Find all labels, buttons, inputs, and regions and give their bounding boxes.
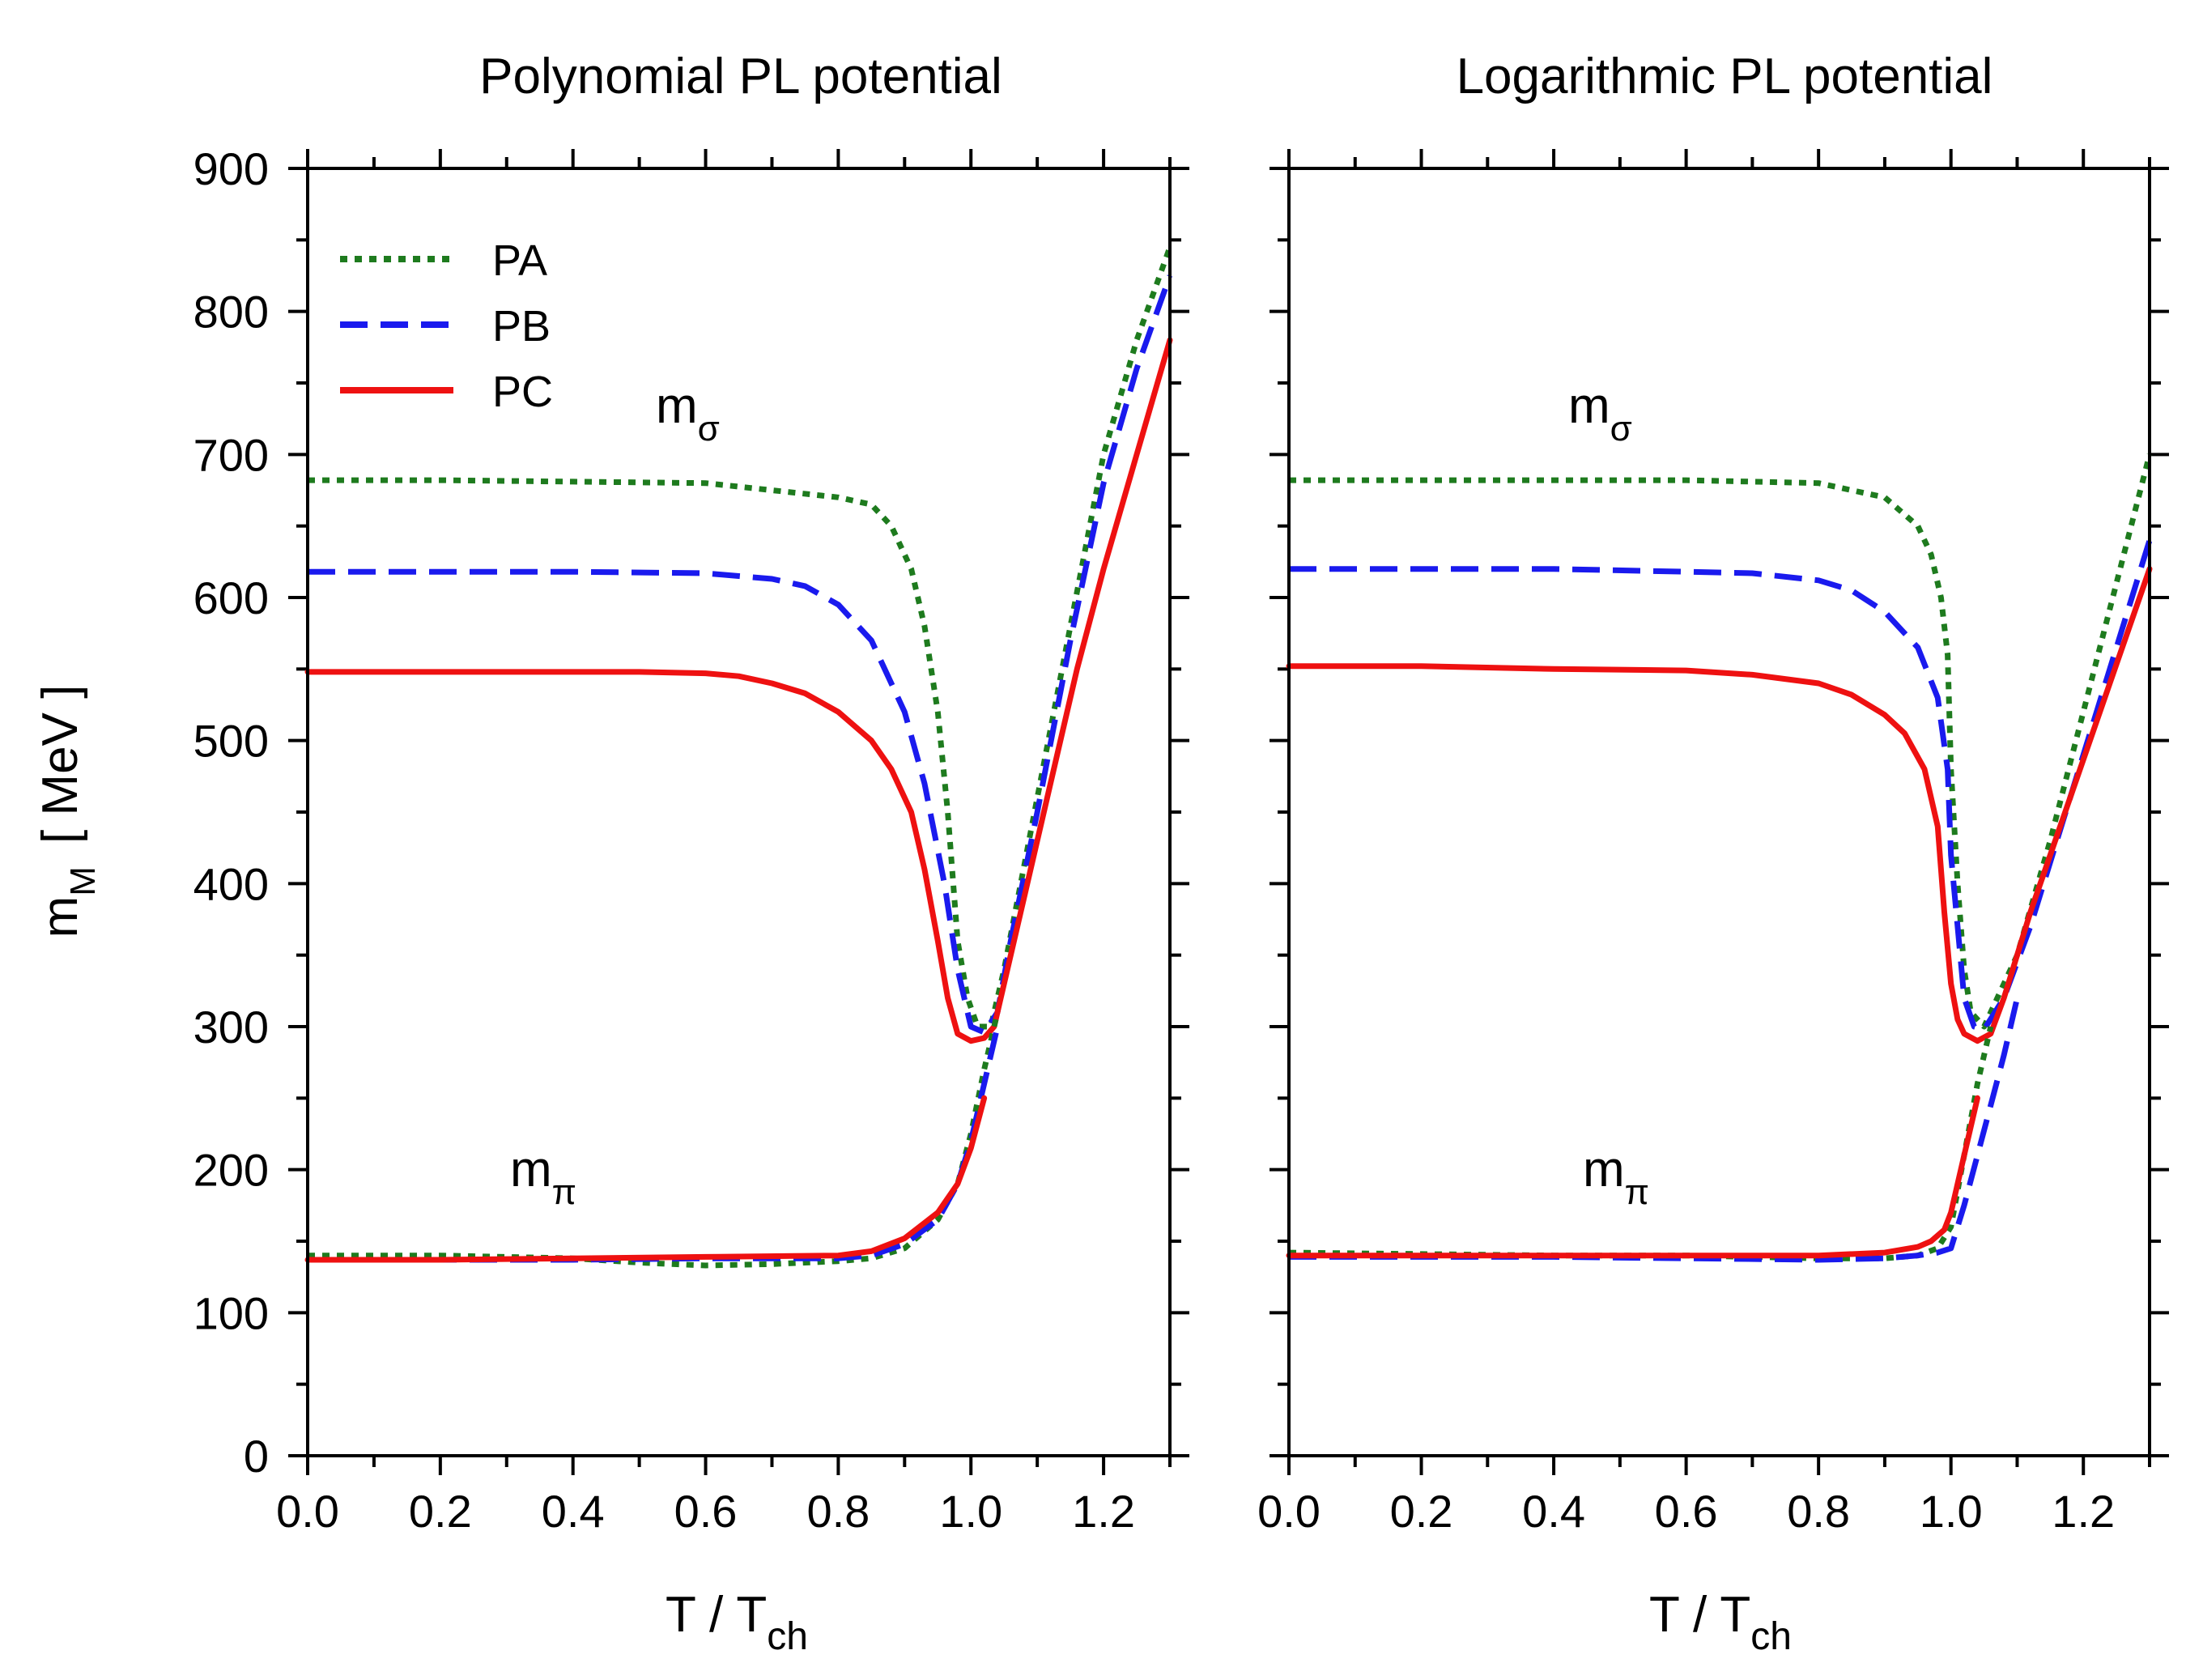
x-tick-label: 1.2 bbox=[1072, 1486, 1135, 1537]
x-tick-label: 0.6 bbox=[674, 1486, 738, 1537]
series-line-pb-pi bbox=[308, 1026, 1001, 1263]
panel-title: Polynomial PL potential bbox=[479, 49, 1002, 104]
y-tick-label: 500 bbox=[194, 716, 269, 767]
series-group bbox=[304, 246, 1173, 1269]
x-tick-label: 1.0 bbox=[1920, 1486, 1983, 1537]
tick-group: 0.0 0.2 0.4 0.6 0.8 1.0 1.2 bbox=[1257, 149, 2169, 1537]
x-tick-label: 1.2 bbox=[2052, 1486, 2115, 1537]
x-tick-label: 1.0 bbox=[939, 1486, 1002, 1537]
annotation-m-pi: mπ bbox=[510, 1142, 576, 1212]
x-axis-label: T / Tch bbox=[1649, 1587, 1792, 1658]
y-tick-label: 300 bbox=[194, 1002, 269, 1053]
series-line-pc-pi bbox=[304, 1095, 988, 1263]
panel-title: Logarithmic PL potential bbox=[1457, 49, 1993, 104]
x-tick-label: 0.8 bbox=[1787, 1486, 1850, 1537]
y-tick-label: 400 bbox=[194, 858, 269, 909]
y-tick-label: 900 bbox=[194, 143, 269, 194]
tick-group: 0.0 0.2 0.4 0.6 0.8 1.0 1.2 0 100 200 300 400 500 600… bbox=[194, 143, 1189, 1537]
legend-label-pa: PA bbox=[492, 236, 547, 285]
series-line-pa-pi bbox=[308, 1011, 1001, 1269]
y-tick-label: 600 bbox=[194, 572, 269, 623]
series-line-pa-sigma bbox=[1289, 453, 2153, 1030]
annotation-m-sigma: mσ bbox=[1568, 378, 1632, 449]
series-line-pc-sigma bbox=[1286, 566, 2153, 1044]
series-line-pa-sigma bbox=[308, 246, 1173, 1030]
y-tick-label: 100 bbox=[194, 1287, 269, 1338]
y-axis-label: mM[ MeV ] bbox=[32, 685, 103, 938]
y-tick-label: 700 bbox=[194, 429, 269, 480]
legend: PA PB PC bbox=[340, 236, 553, 416]
series-line-pb-sigma bbox=[308, 274, 1173, 1036]
x-tick-label: 0.2 bbox=[409, 1486, 472, 1537]
y-tick-label: 200 bbox=[194, 1145, 269, 1196]
legend-label-pb: PB bbox=[492, 302, 551, 351]
x-tick-label: 0.0 bbox=[276, 1486, 339, 1537]
legend-label-pc: PC bbox=[492, 368, 553, 416]
plot-frame bbox=[306, 167, 1172, 1457]
series-line-pb-pi bbox=[1289, 997, 2020, 1263]
x-tick-label: 0.0 bbox=[1257, 1486, 1321, 1537]
x-tick-label: 0.2 bbox=[1390, 1486, 1453, 1537]
annotation-m-pi: mπ bbox=[1583, 1142, 1649, 1212]
plot-frame bbox=[1287, 167, 2151, 1457]
series-line-pa-pi bbox=[1288, 1026, 1994, 1261]
y-tick-label: 0 bbox=[244, 1431, 269, 1482]
y-tick-label: 800 bbox=[194, 287, 269, 338]
x-tick-label: 0.8 bbox=[806, 1486, 870, 1537]
x-tick-label: 0.6 bbox=[1655, 1486, 1718, 1537]
panel-polynomial: Polynomial PL potential 0.0 0.2 0.4 0.6 0.8 1… bbox=[32, 49, 1189, 1658]
x-tick-label: 0.4 bbox=[542, 1486, 605, 1537]
series-line-pb-sigma bbox=[1289, 539, 2153, 1032]
series-group bbox=[1286, 453, 2153, 1263]
series-line-pc-pi bbox=[1286, 1095, 1980, 1259]
x-tick-label: 0.4 bbox=[1522, 1486, 1585, 1537]
x-axis-label: T / Tch bbox=[666, 1587, 808, 1658]
annotation-m-sigma: mσ bbox=[656, 378, 720, 449]
panel-logarithmic: Logarithmic PL potential 0.0 0.2 0.4 0.6 0.8… bbox=[1257, 49, 2169, 1658]
series-line-pc-sigma bbox=[304, 337, 1173, 1044]
